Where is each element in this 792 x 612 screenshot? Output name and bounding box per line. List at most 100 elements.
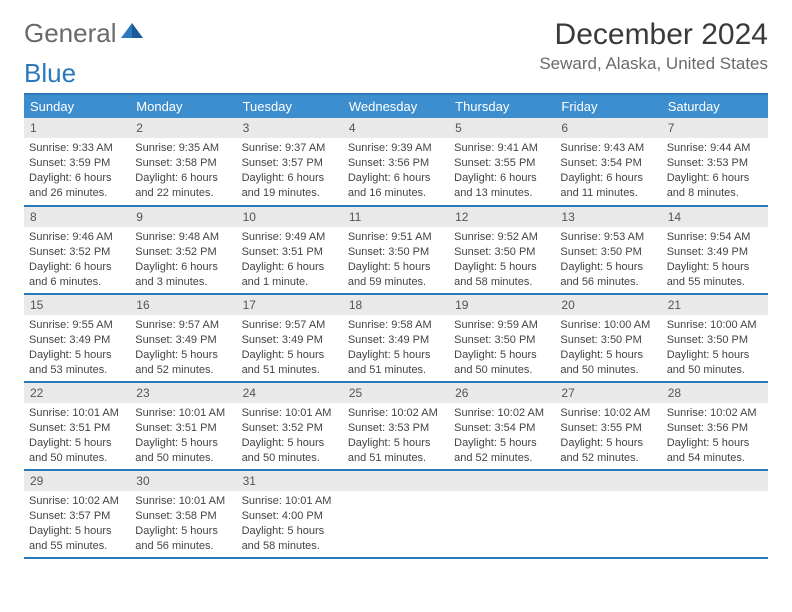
calendar-cell: 3Sunrise: 9:37 AMSunset: 3:57 PMDaylight… — [237, 118, 343, 206]
calendar-cell: 31Sunrise: 10:01 AMSunset: 4:00 PMDaylig… — [237, 470, 343, 558]
weekday-header: Monday — [130, 94, 236, 118]
calendar-cell — [662, 470, 768, 558]
day-number: 8 — [24, 207, 130, 227]
calendar-cell: 22Sunrise: 10:01 AMSunset: 3:51 PMDaylig… — [24, 382, 130, 470]
logo-text-2: Blue — [24, 58, 768, 89]
day-info: Sunrise: 9:59 AMSunset: 3:50 PMDaylight:… — [449, 315, 555, 380]
day-number: 23 — [130, 383, 236, 403]
calendar-cell — [555, 470, 661, 558]
day-number: 26 — [449, 383, 555, 403]
calendar-cell: 27Sunrise: 10:02 AMSunset: 3:55 PMDaylig… — [555, 382, 661, 470]
day-info: Sunrise: 10:02 AMSunset: 3:54 PMDaylight… — [449, 403, 555, 468]
calendar-cell: 29Sunrise: 10:02 AMSunset: 3:57 PMDaylig… — [24, 470, 130, 558]
month-title: December 2024 — [539, 18, 768, 52]
day-info: Sunrise: 9:54 AMSunset: 3:49 PMDaylight:… — [662, 227, 768, 292]
day-info: Sunrise: 10:01 AMSunset: 3:58 PMDaylight… — [130, 491, 236, 556]
day-info: Sunrise: 9:33 AMSunset: 3:59 PMDaylight:… — [24, 138, 130, 203]
day-info: Sunrise: 10:02 AMSunset: 3:55 PMDaylight… — [555, 403, 661, 468]
day-number: 7 — [662, 118, 768, 138]
day-info: Sunrise: 9:58 AMSunset: 3:49 PMDaylight:… — [343, 315, 449, 380]
calendar-cell: 15Sunrise: 9:55 AMSunset: 3:49 PMDayligh… — [24, 294, 130, 382]
calendar-cell: 2Sunrise: 9:35 AMSunset: 3:58 PMDaylight… — [130, 118, 236, 206]
day-number-empty — [662, 471, 768, 491]
day-number: 15 — [24, 295, 130, 315]
calendar-row: 1Sunrise: 9:33 AMSunset: 3:59 PMDaylight… — [24, 118, 768, 206]
calendar-cell: 5Sunrise: 9:41 AMSunset: 3:55 PMDaylight… — [449, 118, 555, 206]
calendar-body: 1Sunrise: 9:33 AMSunset: 3:59 PMDaylight… — [24, 118, 768, 558]
calendar-cell: 20Sunrise: 10:00 AMSunset: 3:50 PMDaylig… — [555, 294, 661, 382]
calendar-cell: 25Sunrise: 10:02 AMSunset: 3:53 PMDaylig… — [343, 382, 449, 470]
calendar-cell: 13Sunrise: 9:53 AMSunset: 3:50 PMDayligh… — [555, 206, 661, 294]
day-number: 4 — [343, 118, 449, 138]
day-info: Sunrise: 9:39 AMSunset: 3:56 PMDaylight:… — [343, 138, 449, 203]
calendar-table: SundayMondayTuesdayWednesdayThursdayFrid… — [24, 93, 768, 559]
day-number: 5 — [449, 118, 555, 138]
day-info: Sunrise: 10:02 AMSunset: 3:57 PMDaylight… — [24, 491, 130, 556]
day-info: Sunrise: 9:43 AMSunset: 3:54 PMDaylight:… — [555, 138, 661, 203]
weekday-header: Wednesday — [343, 94, 449, 118]
weekday-header: Sunday — [24, 94, 130, 118]
calendar-cell: 11Sunrise: 9:51 AMSunset: 3:50 PMDayligh… — [343, 206, 449, 294]
day-number-empty — [555, 471, 661, 491]
day-info: Sunrise: 9:51 AMSunset: 3:50 PMDaylight:… — [343, 227, 449, 292]
logo: General — [24, 18, 144, 49]
day-info: Sunrise: 10:01 AMSunset: 3:51 PMDaylight… — [130, 403, 236, 468]
calendar-cell: 21Sunrise: 10:00 AMSunset: 3:50 PMDaylig… — [662, 294, 768, 382]
day-info: Sunrise: 10:02 AMSunset: 3:53 PMDaylight… — [343, 403, 449, 468]
day-info: Sunrise: 9:44 AMSunset: 3:53 PMDaylight:… — [662, 138, 768, 203]
day-number: 9 — [130, 207, 236, 227]
day-number-empty — [343, 471, 449, 491]
day-info: Sunrise: 9:49 AMSunset: 3:51 PMDaylight:… — [237, 227, 343, 292]
day-info: Sunrise: 9:41 AMSunset: 3:55 PMDaylight:… — [449, 138, 555, 203]
day-number: 17 — [237, 295, 343, 315]
calendar-row: 8Sunrise: 9:46 AMSunset: 3:52 PMDaylight… — [24, 206, 768, 294]
day-info: Sunrise: 10:01 AMSunset: 3:52 PMDaylight… — [237, 403, 343, 468]
calendar-cell: 14Sunrise: 9:54 AMSunset: 3:49 PMDayligh… — [662, 206, 768, 294]
day-number: 10 — [237, 207, 343, 227]
day-info: Sunrise: 9:52 AMSunset: 3:50 PMDaylight:… — [449, 227, 555, 292]
calendar-row: 29Sunrise: 10:02 AMSunset: 3:57 PMDaylig… — [24, 470, 768, 558]
calendar-row: 15Sunrise: 9:55 AMSunset: 3:49 PMDayligh… — [24, 294, 768, 382]
day-number: 31 — [237, 471, 343, 491]
day-number: 13 — [555, 207, 661, 227]
day-info: Sunrise: 9:53 AMSunset: 3:50 PMDaylight:… — [555, 227, 661, 292]
weekday-header: Friday — [555, 94, 661, 118]
calendar-cell — [449, 470, 555, 558]
calendar-cell: 6Sunrise: 9:43 AMSunset: 3:54 PMDaylight… — [555, 118, 661, 206]
calendar-cell: 28Sunrise: 10:02 AMSunset: 3:56 PMDaylig… — [662, 382, 768, 470]
day-number: 11 — [343, 207, 449, 227]
day-number: 27 — [555, 383, 661, 403]
weekday-header: Tuesday — [237, 94, 343, 118]
calendar-cell: 17Sunrise: 9:57 AMSunset: 3:49 PMDayligh… — [237, 294, 343, 382]
calendar-cell: 1Sunrise: 9:33 AMSunset: 3:59 PMDaylight… — [24, 118, 130, 206]
calendar-cell: 23Sunrise: 10:01 AMSunset: 3:51 PMDaylig… — [130, 382, 236, 470]
day-info: Sunrise: 10:00 AMSunset: 3:50 PMDaylight… — [555, 315, 661, 380]
day-number: 1 — [24, 118, 130, 138]
calendar-cell: 18Sunrise: 9:58 AMSunset: 3:49 PMDayligh… — [343, 294, 449, 382]
logo-text-1: General — [24, 18, 117, 49]
calendar-cell: 9Sunrise: 9:48 AMSunset: 3:52 PMDaylight… — [130, 206, 236, 294]
calendar-cell: 4Sunrise: 9:39 AMSunset: 3:56 PMDaylight… — [343, 118, 449, 206]
calendar-row: 22Sunrise: 10:01 AMSunset: 3:51 PMDaylig… — [24, 382, 768, 470]
weekday-header: Saturday — [662, 94, 768, 118]
day-number: 6 — [555, 118, 661, 138]
day-info: Sunrise: 9:48 AMSunset: 3:52 PMDaylight:… — [130, 227, 236, 292]
day-info: Sunrise: 9:57 AMSunset: 3:49 PMDaylight:… — [237, 315, 343, 380]
day-info: Sunrise: 9:55 AMSunset: 3:49 PMDaylight:… — [24, 315, 130, 380]
calendar-cell: 19Sunrise: 9:59 AMSunset: 3:50 PMDayligh… — [449, 294, 555, 382]
calendar-cell: 12Sunrise: 9:52 AMSunset: 3:50 PMDayligh… — [449, 206, 555, 294]
day-number: 24 — [237, 383, 343, 403]
calendar-cell: 10Sunrise: 9:49 AMSunset: 3:51 PMDayligh… — [237, 206, 343, 294]
weekday-header-row: SundayMondayTuesdayWednesdayThursdayFrid… — [24, 94, 768, 118]
calendar-cell: 7Sunrise: 9:44 AMSunset: 3:53 PMDaylight… — [662, 118, 768, 206]
day-number-empty — [449, 471, 555, 491]
day-info: Sunrise: 10:00 AMSunset: 3:50 PMDaylight… — [662, 315, 768, 380]
day-number: 19 — [449, 295, 555, 315]
day-info: Sunrise: 10:01 AMSunset: 4:00 PMDaylight… — [237, 491, 343, 556]
day-number: 12 — [449, 207, 555, 227]
day-number: 22 — [24, 383, 130, 403]
day-info: Sunrise: 10:02 AMSunset: 3:56 PMDaylight… — [662, 403, 768, 468]
calendar-cell: 8Sunrise: 9:46 AMSunset: 3:52 PMDaylight… — [24, 206, 130, 294]
day-number: 20 — [555, 295, 661, 315]
day-info: Sunrise: 9:46 AMSunset: 3:52 PMDaylight:… — [24, 227, 130, 292]
